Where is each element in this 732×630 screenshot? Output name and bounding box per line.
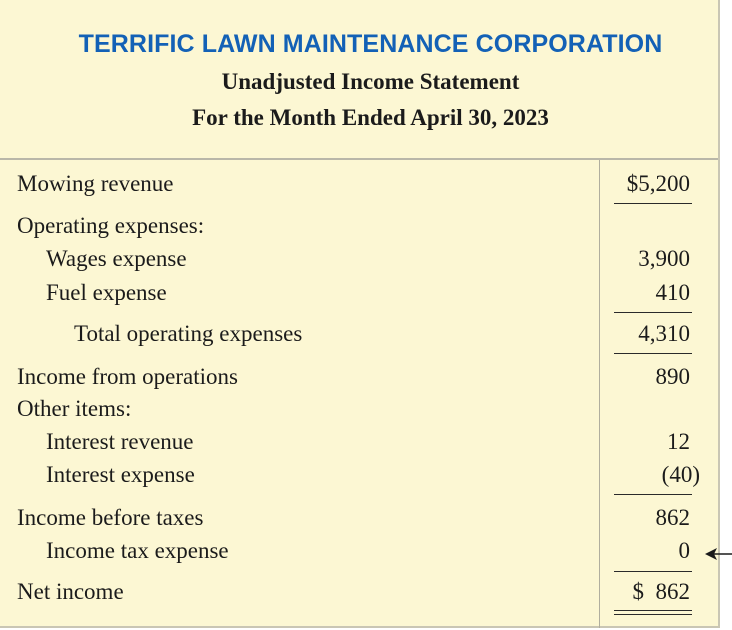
statement-title: Unadjusted Income Statement <box>221 69 520 94</box>
underline <box>614 312 692 313</box>
left-arrow-icon <box>705 548 732 560</box>
underline <box>614 571 692 572</box>
row-label: Other items: <box>17 396 132 421</box>
amount-column-divider <box>599 160 600 628</box>
row-mowing-revenue: Mowing revenue $5,200 <box>0 171 718 201</box>
header-divider <box>0 158 718 160</box>
row-label: Interest expense <box>46 462 195 487</box>
row-amount: 12 <box>667 429 690 454</box>
row-wages-expense: Wages expense 3,900 <box>0 246 718 276</box>
row-amount: 862 <box>655 505 691 530</box>
row-total-operating-expenses: Total operating expenses 4,310 <box>0 321 718 351</box>
row-amount: $ 862 <box>632 579 691 604</box>
row-label: Wages expense <box>46 246 187 271</box>
row-label: Interest revenue <box>46 429 194 454</box>
row-amount: 0 <box>678 538 691 563</box>
underline <box>614 494 692 495</box>
underline <box>614 353 692 354</box>
row-label: Operating expenses: <box>17 213 205 238</box>
row-amount: (40) <box>661 462 700 487</box>
company-name: TERRIFIC LAWN MAINTENANCE CORPORATION <box>78 30 663 58</box>
row-income-tax-expense: Income tax expense 0 <box>0 538 718 568</box>
row-income-before-taxes: Income before taxes 862 <box>0 505 718 535</box>
row-label: Mowing revenue <box>17 171 174 196</box>
row-label: Income from operations <box>17 364 238 389</box>
row-amount: 4,310 <box>638 321 690 346</box>
row-other-items-heading: Other items: <box>0 396 718 426</box>
row-operating-expenses-heading: Operating expenses: <box>0 213 718 243</box>
double-underline <box>614 610 692 615</box>
row-interest-revenue: Interest revenue 12 <box>0 429 718 459</box>
row-label: Income tax expense <box>46 538 229 563</box>
row-amount: 890 <box>655 364 691 389</box>
row-label: Total operating expenses <box>74 321 303 346</box>
statement-period: For the Month Ended April 30, 2023 <box>192 105 549 130</box>
row-net-income: Net income $ 862 <box>0 579 718 609</box>
row-amount: 3,900 <box>638 246 690 271</box>
row-label: Fuel expense <box>46 280 167 305</box>
row-income-from-operations: Income from operations 890 <box>0 364 718 394</box>
statement-header: TERRIFIC LAWN MAINTENANCE CORPORATION Un… <box>0 0 718 158</box>
row-interest-expense: Interest expense (40) <box>0 462 718 492</box>
row-label: Income before taxes <box>17 505 204 530</box>
underline <box>614 203 692 204</box>
row-fuel-expense: Fuel expense 410 <box>0 280 718 310</box>
row-amount: $5,200 <box>626 171 690 196</box>
row-label: Net income <box>17 579 124 604</box>
row-amount: 410 <box>655 280 691 305</box>
